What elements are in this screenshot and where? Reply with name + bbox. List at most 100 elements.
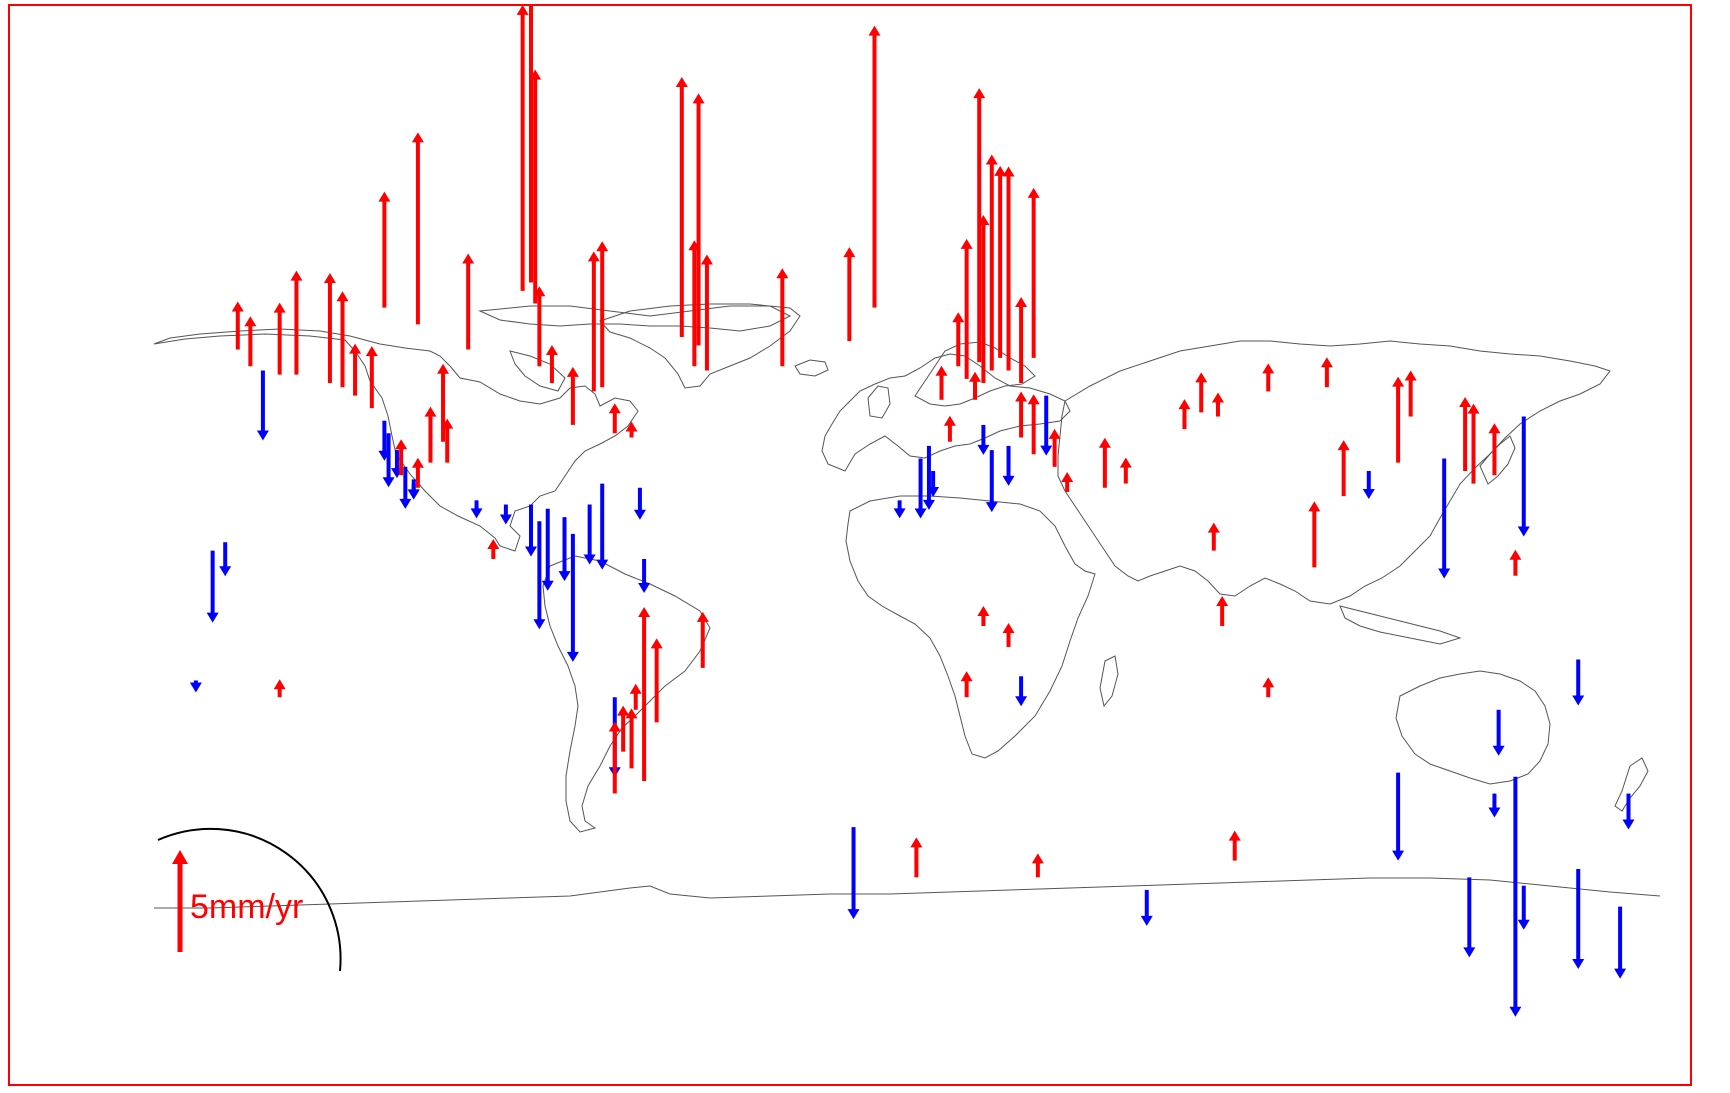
- subsidence-arrow: [1517, 416, 1530, 537]
- uplift-arrow: [1002, 622, 1015, 647]
- arrow-head: [1027, 394, 1040, 405]
- subsidence-arrow: [1362, 471, 1375, 500]
- coastline-africa: [845, 495, 1096, 759]
- arrow-head: [1488, 423, 1501, 434]
- arrow-head: [935, 365, 948, 376]
- arrow-head: [1362, 489, 1375, 500]
- arrow-head: [776, 268, 789, 279]
- uplift-arrow: [625, 421, 638, 438]
- arrow-head: [617, 705, 630, 716]
- arrow-head: [1392, 376, 1405, 387]
- coastline-indonesia: [1339, 605, 1462, 645]
- subsidence-arrow: [1140, 889, 1153, 926]
- arrow-head: [533, 619, 546, 630]
- arrow-head: [1178, 399, 1191, 410]
- arrow-head: [675, 76, 688, 87]
- coastline-madagascar: [1099, 655, 1119, 708]
- arrow-head: [1262, 677, 1275, 688]
- coastline-north-america: [153, 328, 639, 552]
- arrow-head: [244, 316, 257, 327]
- subsidence-arrow: [541, 508, 554, 591]
- arrow-head: [219, 566, 232, 577]
- arrow-head: [977, 444, 990, 455]
- coastline-arctic-islands: [478, 305, 792, 332]
- uplift-arrow: [1392, 376, 1405, 463]
- subsidence-arrow: [558, 517, 571, 582]
- subsidence-arrow: [1492, 709, 1505, 756]
- arrow-head: [1463, 947, 1476, 958]
- arrow-head: [206, 612, 219, 623]
- uplift-arrow: [977, 606, 990, 626]
- arrow-head: [411, 457, 424, 468]
- uplift-arrow: [231, 301, 244, 350]
- scale-legend: 5mm/yr: [157, 827, 342, 972]
- uplift-arrow: [1337, 440, 1350, 497]
- arrow-head: [378, 191, 391, 202]
- subsidence-arrow: [633, 487, 646, 520]
- arrow-head: [587, 251, 600, 262]
- uplift-arrow: [529, 69, 542, 304]
- arrow-head: [960, 671, 973, 682]
- arrow-head: [1002, 166, 1015, 177]
- uplift-arrow: [696, 611, 709, 668]
- subsidence-arrow: [256, 370, 269, 441]
- uplift-arrow: [411, 132, 424, 325]
- arrow-head: [1015, 391, 1028, 402]
- arrow-head: [533, 286, 546, 297]
- arrow-head: [323, 273, 336, 284]
- uplift-arrow: [437, 363, 450, 442]
- uplift-arrow: [545, 345, 558, 384]
- subsidence-arrow: [1614, 906, 1627, 979]
- arrow-head: [462, 253, 475, 264]
- arrow-head: [625, 708, 638, 719]
- subsidence-arrow: [922, 445, 935, 510]
- subsidence-arrow: [914, 458, 927, 519]
- uplift-arrow: [688, 240, 701, 367]
- arrow-head: [231, 301, 244, 312]
- uplift-arrow: [336, 291, 349, 388]
- uplift-arrow: [977, 215, 990, 384]
- arrow-head: [696, 611, 709, 622]
- arrow-head: [1337, 440, 1350, 451]
- arrow-head: [638, 582, 651, 593]
- arrow-head: [1262, 363, 1275, 374]
- arrow-head: [529, 69, 542, 80]
- arrow-head: [441, 418, 454, 429]
- arrow-head: [629, 683, 642, 694]
- arrow-head: [1308, 501, 1321, 512]
- arrow-head: [273, 679, 286, 690]
- uplift-arrow: [1262, 677, 1275, 698]
- coastline-uk: [867, 385, 891, 419]
- uplift-arrow: [692, 93, 705, 346]
- uplift-arrow: [776, 268, 789, 367]
- arrow-head: [868, 25, 881, 36]
- arrow-head: [1320, 357, 1333, 368]
- arrow-head: [914, 508, 927, 519]
- uplift-arrow: [441, 418, 454, 463]
- arrow-head: [596, 241, 609, 252]
- arrow-head: [1517, 919, 1530, 930]
- arrow-head: [985, 502, 998, 513]
- arrow-head: [847, 909, 860, 920]
- subsidence-arrow: [206, 550, 219, 623]
- arrow-head: [692, 93, 705, 104]
- arrow-head: [349, 343, 362, 354]
- subsidence-arrow: [1438, 458, 1451, 579]
- arrow-head: [1015, 696, 1028, 707]
- uplift-arrow: [1207, 522, 1220, 551]
- arrow-head: [893, 508, 906, 519]
- uplift-arrow: [1467, 403, 1480, 484]
- coastline-asia: [1057, 340, 1611, 605]
- uplift-arrow: [1320, 357, 1333, 388]
- arrow-head: [407, 489, 420, 500]
- subsidence-arrow: [1517, 885, 1530, 930]
- uplift-arrow: [1262, 363, 1275, 392]
- uplift-arrow: [1178, 399, 1191, 430]
- arrow-head: [437, 363, 450, 374]
- arrow-head: [395, 439, 408, 450]
- arrow-head: [273, 302, 286, 313]
- uplift-arrow: [533, 286, 546, 367]
- subsidence-arrow: [1622, 793, 1635, 830]
- uplift-arrow: [365, 346, 378, 409]
- arrow-head: [1216, 596, 1229, 606]
